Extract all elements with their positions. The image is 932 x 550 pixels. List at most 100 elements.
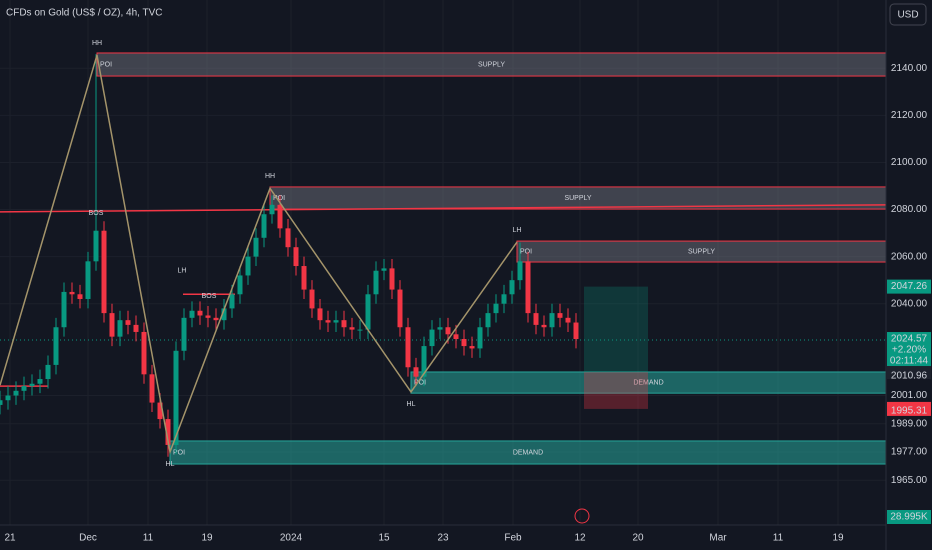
candle-body [517, 261, 523, 281]
candle-body [421, 346, 427, 377]
y-tick-label: 2100.00 [891, 157, 928, 168]
candle-body [45, 364, 51, 380]
candle-body [205, 315, 211, 318]
candle-body [285, 228, 291, 248]
current-label-bg [887, 332, 931, 367]
candle-body [341, 320, 347, 328]
candle-body [277, 204, 283, 229]
candle-body [525, 261, 531, 314]
bos-label: BOS [89, 210, 104, 217]
annotation: LH [178, 268, 187, 275]
candle-body [389, 268, 395, 290]
x-tick-label: 19 [832, 533, 844, 544]
candle-body [373, 270, 379, 295]
volume-label: 28.995K [890, 512, 928, 523]
candle-body [573, 322, 579, 340]
zigzag [0, 54, 518, 455]
candle-body [117, 320, 123, 337]
x-tick-label: Mar [709, 533, 727, 544]
zone-label: DEMAND [513, 449, 543, 456]
y-tick-label: 2060.00 [891, 251, 928, 262]
x-tick-label: Dec [79, 533, 97, 544]
zone-poi: POI [100, 61, 112, 68]
candle-body [229, 294, 235, 309]
pivot-label: HL [407, 401, 416, 408]
candle-body [437, 327, 443, 330]
currency-button[interactable] [889, 3, 927, 26]
x-tick-label: Feb [504, 533, 522, 544]
candle-body [237, 275, 243, 295]
candle-body [21, 386, 27, 391]
candle-body [557, 313, 563, 318]
candle-body [549, 313, 555, 328]
target-area [584, 286, 648, 373]
zone-label: SUPPLY [478, 61, 505, 68]
candle-body [141, 331, 147, 375]
candle-body [445, 327, 451, 335]
candle-body [85, 261, 91, 299]
x-tick-label: 11 [143, 533, 154, 544]
candle-body [5, 395, 11, 401]
candle-body [397, 289, 403, 328]
x-tick-label: 21 [4, 533, 16, 544]
candle-body [429, 329, 435, 347]
y-tick-label: 1965.00 [891, 475, 928, 486]
y-tick-label: 2080.00 [891, 204, 928, 215]
candle-body [349, 327, 355, 330]
pivot-label: HH [92, 40, 102, 47]
volume-label-bg [887, 510, 931, 524]
candle-body [109, 313, 115, 337]
candle-body [253, 237, 259, 257]
x-tick-label: 11 [773, 533, 784, 544]
candle-body [157, 402, 163, 420]
candle-body [61, 291, 67, 328]
candle-body [509, 280, 515, 295]
candle-body [213, 317, 219, 321]
icon [574, 508, 590, 524]
zone-poi: POI [520, 248, 532, 255]
candle-body [461, 339, 467, 347]
x-tick-label: 20 [632, 533, 644, 544]
y-tick-label: 2001.00 [891, 390, 928, 401]
y-tick-label: 1977.00 [891, 447, 928, 458]
candle-body [69, 291, 75, 295]
candle-body [29, 383, 35, 387]
candle-body [381, 268, 387, 271]
target-label-bg [887, 279, 931, 294]
current-price: 2024.57 [891, 334, 928, 345]
y-tick-label: 2120.00 [891, 110, 928, 121]
candle-body [405, 327, 411, 368]
current-change: +2.20% [892, 345, 926, 356]
candle-body [293, 247, 299, 267]
candle-body [181, 317, 187, 351]
entry-label: 2010.96 [891, 371, 928, 382]
x-tick-label: 19 [201, 533, 213, 544]
candle-body [485, 313, 491, 328]
candle-body [125, 320, 131, 325]
bos-label: BOS [202, 293, 217, 300]
candle-body [309, 289, 315, 309]
candle-body [533, 313, 539, 325]
candle-body [13, 390, 19, 396]
candle-body [565, 317, 571, 323]
candle-body [189, 310, 195, 318]
zone-label: SUPPLY [688, 248, 715, 255]
currency[interactable]: USD [897, 10, 918, 21]
candle-body [325, 320, 331, 323]
candle-body [245, 256, 251, 276]
candle-body [477, 327, 483, 349]
stop-label-bg [887, 401, 931, 416]
pivot-label: HL [166, 461, 175, 468]
x-tick-label: 2024 [280, 533, 303, 544]
candle-body [221, 308, 227, 321]
x-tick-label: 15 [378, 533, 390, 544]
x-tick-label: 12 [574, 533, 586, 544]
entry-label-bg [887, 365, 931, 380]
candle-body [197, 310, 203, 316]
candle-body [541, 324, 547, 328]
candle-body [101, 230, 107, 314]
pivot-label: LH [513, 227, 522, 234]
candle-body [357, 329, 363, 331]
candle-body [269, 204, 275, 215]
